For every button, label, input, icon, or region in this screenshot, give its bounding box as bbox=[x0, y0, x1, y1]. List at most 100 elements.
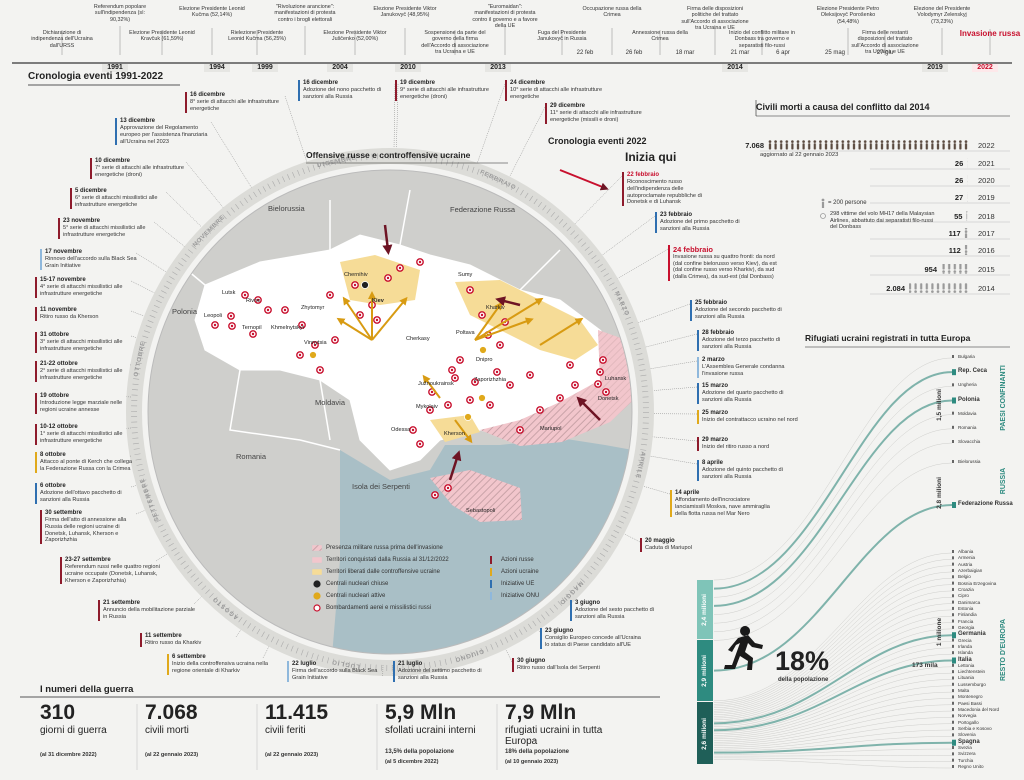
event-text: Firma dell'accordo sulla Black Sea Grain… bbox=[292, 668, 378, 681]
country-label: Lettonia bbox=[958, 662, 975, 668]
leader-line bbox=[645, 333, 698, 348]
timeline-date: 6 apr bbox=[776, 50, 790, 56]
category-label: 2017 bbox=[978, 229, 995, 238]
russia-arrow bbox=[382, 224, 393, 255]
event-text: 6° serie di attacchi missilistici alle i… bbox=[75, 195, 158, 208]
country-label: Norvegia bbox=[958, 713, 977, 719]
flow-line bbox=[713, 603, 953, 715]
country-bar bbox=[952, 758, 954, 762]
event-text: Inizio del contrattacco ucraino nel nord bbox=[702, 417, 798, 424]
bombing-core bbox=[488, 403, 492, 407]
russia-arrow bbox=[495, 296, 521, 307]
number-label: giorni di guerra bbox=[40, 725, 107, 736]
country-bar bbox=[952, 556, 954, 560]
flow-line bbox=[713, 615, 953, 719]
event: 11 settembre Ritiro russo da Kharkiv bbox=[140, 633, 241, 647]
number-date: (al 5 dicembre 2022) bbox=[385, 759, 439, 765]
timeline-event: Firma delle restanti disposizioni del tr… bbox=[851, 30, 919, 56]
flow-line bbox=[713, 399, 953, 607]
city-label: Donetsk bbox=[598, 396, 619, 402]
event: 6 settembre Inizio della controffensiva u… bbox=[167, 654, 268, 675]
leader-line bbox=[509, 106, 546, 177]
flow-line bbox=[713, 729, 953, 750]
legend-swatch bbox=[490, 568, 492, 576]
event-text: L'Assemblea Generale condanna l'invasion… bbox=[702, 364, 785, 377]
country-bar bbox=[952, 708, 954, 712]
bar bbox=[941, 264, 968, 274]
country-bar bbox=[952, 460, 954, 463]
event-date: 30 settembre bbox=[45, 510, 83, 516]
event-date: 13 dicembre bbox=[120, 118, 156, 124]
year-box bbox=[922, 64, 948, 72]
bombing-core bbox=[251, 332, 255, 336]
leader-line bbox=[130, 310, 145, 317]
event: 25 febbraio Adozione del secondo pacchett… bbox=[690, 300, 791, 321]
event-text: Ritiro russo dall'Isola dei Serpenti bbox=[517, 665, 600, 672]
flow-line bbox=[713, 641, 953, 726]
event-text: Adozione del sesto pacchetto di sanzioni… bbox=[575, 607, 654, 620]
group-label: RESTO D'EUROPA bbox=[999, 618, 1007, 682]
group-total: 1,5 milioni bbox=[936, 389, 944, 421]
event-date: 17 novembre bbox=[45, 249, 83, 255]
event-date: 11 novembre bbox=[40, 307, 77, 313]
timeline-title: Cronologia eventi 2022 bbox=[548, 136, 647, 146]
event-text: Caduta di Mariupol bbox=[645, 545, 692, 552]
flow-line bbox=[713, 571, 953, 707]
bombing-core bbox=[243, 293, 247, 297]
chart-title: Civili morti a causa del conflitto dal 2… bbox=[756, 102, 930, 112]
city-label: Leopoli bbox=[204, 313, 223, 319]
flow-line bbox=[713, 704, 953, 743]
event-date: 22 febbraio bbox=[627, 172, 660, 178]
event: 19 dicembre 9° serie di attacchi alle inf… bbox=[395, 80, 500, 101]
country-bar bbox=[952, 720, 954, 724]
city-label: Dnipro bbox=[476, 357, 493, 363]
event: 23-27 settembre Referendum russi nelle qu… bbox=[60, 557, 161, 585]
event-text: 9° serie di attacchi alle infrastrutture… bbox=[400, 87, 489, 100]
timeline-event: Inizio del conflitto militare in Donbass… bbox=[729, 30, 795, 49]
bombing-core bbox=[568, 363, 572, 367]
value-label: 117 bbox=[948, 229, 961, 238]
event-text: Adozione del secondo pacchetto di sanzio… bbox=[695, 307, 782, 320]
flow-line bbox=[713, 748, 953, 755]
bombing-core bbox=[411, 428, 415, 432]
bombing-core bbox=[528, 373, 532, 377]
country-label: Malta bbox=[958, 688, 970, 694]
country-label: Regno Unito bbox=[958, 764, 984, 769]
legend-icon-body bbox=[821, 202, 825, 208]
event: 15-17 novembre 4° serie di attacchi missi… bbox=[35, 277, 136, 298]
timeline-event: Invasione russa bbox=[959, 29, 1021, 38]
flow-line bbox=[713, 628, 953, 722]
country-label: Spagna bbox=[958, 738, 980, 745]
event-date: 29 marzo bbox=[702, 437, 729, 443]
bombing-core bbox=[430, 390, 434, 394]
start-arrow bbox=[559, 169, 609, 191]
event: 16 dicembre Adozione del nono pacchetto d… bbox=[298, 80, 403, 101]
event-text: Attacco al ponte di Kerch che collega la… bbox=[40, 459, 133, 472]
flow-line bbox=[713, 462, 953, 641]
ukraine-arrow bbox=[539, 317, 584, 346]
country-bar bbox=[952, 644, 954, 648]
legend-swatch bbox=[313, 592, 321, 600]
bombing-core bbox=[298, 353, 302, 357]
event: 14 aprile Affondamento dell'incrociatore … bbox=[670, 490, 771, 518]
country-label: Francia bbox=[958, 618, 974, 624]
ukraine-arrow bbox=[371, 296, 408, 341]
event-text: Affondamento dell'incrociatore lanciamis… bbox=[675, 497, 770, 517]
country-label: Turchia bbox=[958, 757, 974, 763]
city-label: Kharkiv bbox=[486, 305, 505, 311]
flow-line bbox=[713, 723, 953, 748]
event-text: Adozione del terzo pacchetto di sanzioni… bbox=[702, 337, 781, 350]
leader-line bbox=[135, 510, 146, 515]
event: 23 febbraio Adozione del primo pacchetto … bbox=[655, 212, 756, 233]
timeline-event: "Rivoluzione arancione": manifestazioni … bbox=[274, 4, 336, 23]
flow-line bbox=[713, 578, 953, 709]
legend-swatch bbox=[313, 580, 321, 588]
event-text: Ritiro russo da Kherson bbox=[40, 314, 99, 321]
flow-line bbox=[713, 736, 953, 752]
flow-line bbox=[713, 672, 953, 734]
flow-line bbox=[713, 666, 953, 733]
legend-label: Iniziative ONU bbox=[501, 593, 540, 599]
event-text: 7° serie di attacchi alle infrastrutture… bbox=[95, 165, 184, 178]
bombing-core bbox=[518, 428, 522, 432]
